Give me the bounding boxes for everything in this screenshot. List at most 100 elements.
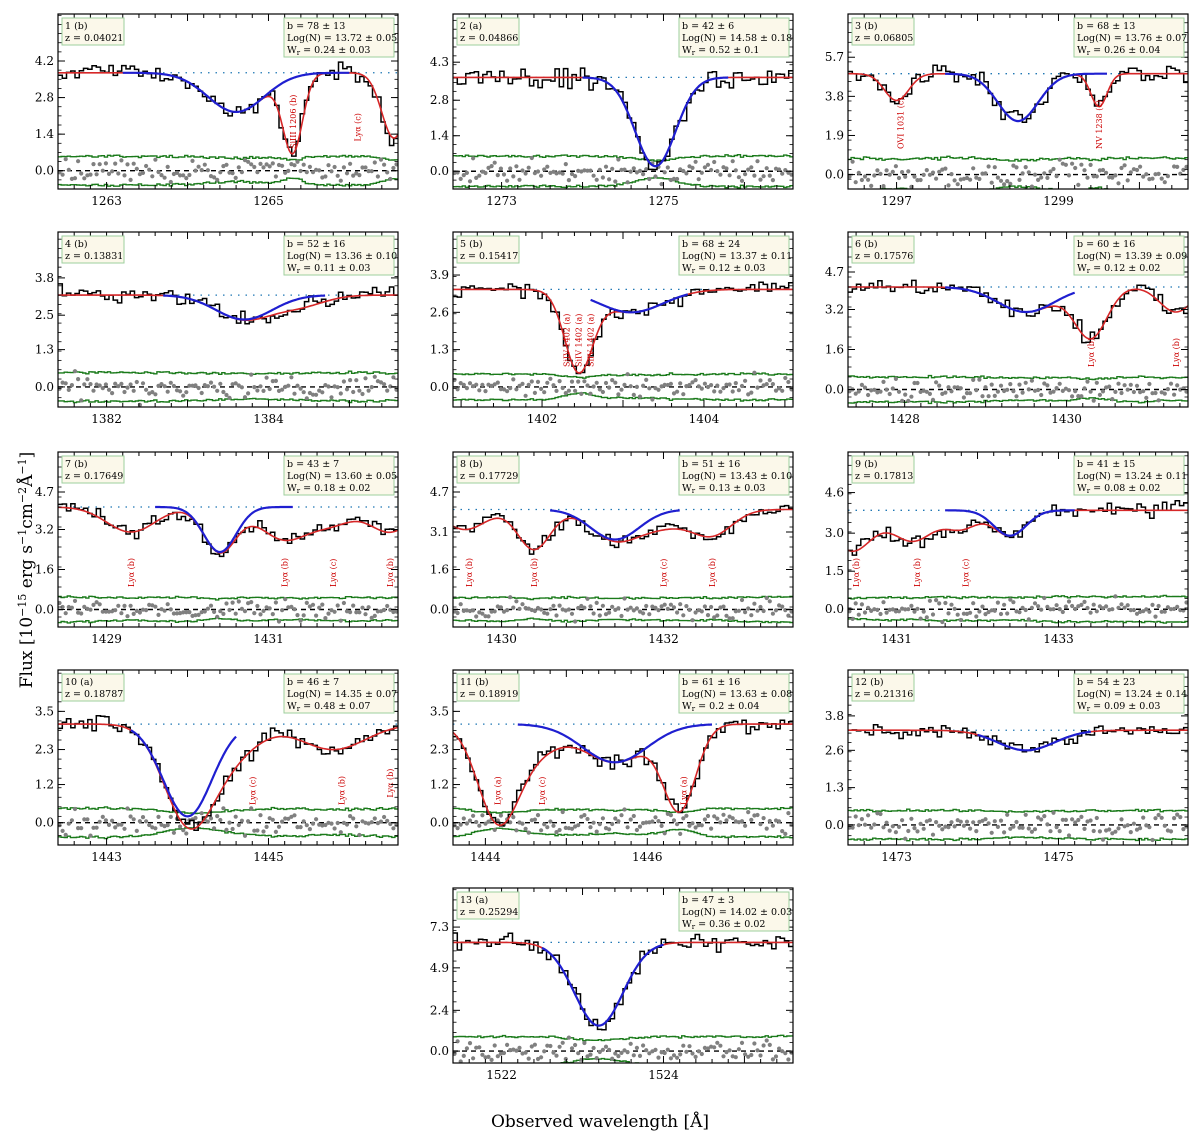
- residual-point: [881, 825, 886, 830]
- residual-point: [1036, 604, 1041, 609]
- residual-point: [893, 164, 899, 169]
- residual-point: [82, 817, 87, 822]
- residual-point: [628, 1041, 633, 1046]
- residual-point: [770, 1057, 776, 1062]
- residual-point: [369, 820, 374, 825]
- residual-point: [862, 822, 868, 827]
- residual-point: [526, 1056, 531, 1061]
- residual-point: [1110, 397, 1115, 402]
- residual-point: [560, 809, 565, 815]
- residual-point: [162, 384, 167, 389]
- residual-point: [616, 606, 621, 611]
- residual-point: [1048, 169, 1053, 174]
- residual-point: [653, 1047, 658, 1052]
- residual-point: [501, 1050, 507, 1056]
- residual-point: [644, 1048, 649, 1053]
- residual-point: [246, 819, 251, 824]
- residual-point: [85, 377, 90, 382]
- residual-point: [588, 825, 593, 830]
- panel-id-box: 6 (b)z = 0.17576: [851, 235, 915, 264]
- residual-point: [545, 611, 550, 616]
- residual-point: [693, 159, 698, 164]
- residual-point: [724, 818, 729, 823]
- residual-point: [489, 164, 494, 169]
- residual-point: [489, 609, 494, 614]
- residual-point: [1110, 831, 1115, 836]
- residual-point: [690, 165, 695, 170]
- residual-point: [887, 172, 892, 177]
- residual-point: [159, 382, 164, 387]
- y-tick-label: 4.7: [35, 485, 54, 499]
- residual-point: [125, 806, 130, 811]
- residual-point: [72, 176, 78, 181]
- residual-point: [613, 1051, 618, 1056]
- residual-point: [150, 174, 155, 179]
- residual-point: [983, 171, 988, 176]
- panel-id-box: 1 (b)z = 0.04021: [61, 17, 125, 46]
- residual-point: [535, 379, 541, 384]
- residual-point: [780, 604, 785, 609]
- residual-point: [150, 390, 155, 395]
- residual-point: [749, 1052, 754, 1058]
- residual-point: [1094, 609, 1099, 614]
- residual-point: [1002, 182, 1007, 187]
- panel-number: 8 (b): [460, 459, 483, 470]
- residual-point: [1094, 815, 1099, 821]
- residual-point: [505, 389, 510, 394]
- y-tick-label: 0.0: [825, 818, 844, 832]
- residual-point: [212, 175, 217, 180]
- fit-b-value: b = 43 ± 7: [287, 459, 339, 470]
- residual-point: [1128, 170, 1133, 175]
- residual-point: [712, 1045, 717, 1050]
- component-fit-line: [945, 72, 1107, 123]
- residual-point: [699, 823, 704, 828]
- total-fit-line: [848, 286, 1188, 340]
- residual-point: [709, 826, 714, 831]
- total-fit-line: [58, 506, 398, 554]
- y-tick-label: 1.3: [825, 781, 844, 795]
- residual-point: [196, 612, 201, 618]
- residual-point: [317, 605, 322, 610]
- panel-id-box: 10 (a)z = 0.18787: [61, 673, 125, 702]
- residual-point: [1005, 387, 1010, 392]
- residual-point: [508, 1048, 513, 1053]
- residual-point: [242, 158, 248, 163]
- residual-point: [856, 612, 861, 617]
- residual-point: [903, 607, 908, 612]
- residual-point: [88, 382, 93, 387]
- residual-point: [579, 814, 584, 819]
- x-tick-label: 1430: [1051, 412, 1082, 426]
- residual-point: [100, 386, 105, 391]
- panel-redshift: z = 0.04021: [65, 33, 123, 44]
- residual-point: [366, 388, 371, 393]
- fit-wr-value: Wr = 0.12 ± 0.03: [682, 263, 765, 275]
- residual-point: [464, 821, 469, 826]
- residual-point: [909, 394, 914, 399]
- residual-point: [227, 820, 232, 825]
- residual-point: [921, 172, 926, 177]
- residual-point: [1026, 387, 1031, 392]
- residual-point: [116, 603, 121, 608]
- residual-point: [780, 171, 785, 176]
- residual-point: [508, 595, 513, 600]
- residual-point: [94, 825, 99, 830]
- residual-point: [866, 813, 871, 818]
- residual-point: [332, 826, 337, 831]
- residual-point: [1073, 165, 1078, 171]
- residual-point: [952, 824, 957, 829]
- residual-point: [1097, 392, 1102, 397]
- residual-point: [267, 606, 272, 611]
- residual-point: [283, 816, 288, 821]
- residual-point: [348, 610, 353, 615]
- residual-point: [946, 385, 951, 390]
- residual-point: [286, 605, 291, 610]
- residual-point: [542, 390, 547, 395]
- residual-point: [554, 1053, 559, 1058]
- residual-point: [930, 170, 936, 175]
- residual-point: [1119, 390, 1124, 396]
- residual-point: [79, 171, 84, 176]
- panel-11: Lyα (a) Lyα (c) Lyα (a)1444 14460.01.22.33.…: [430, 669, 794, 864]
- residual-point: [773, 608, 779, 613]
- residual-point: [869, 183, 874, 188]
